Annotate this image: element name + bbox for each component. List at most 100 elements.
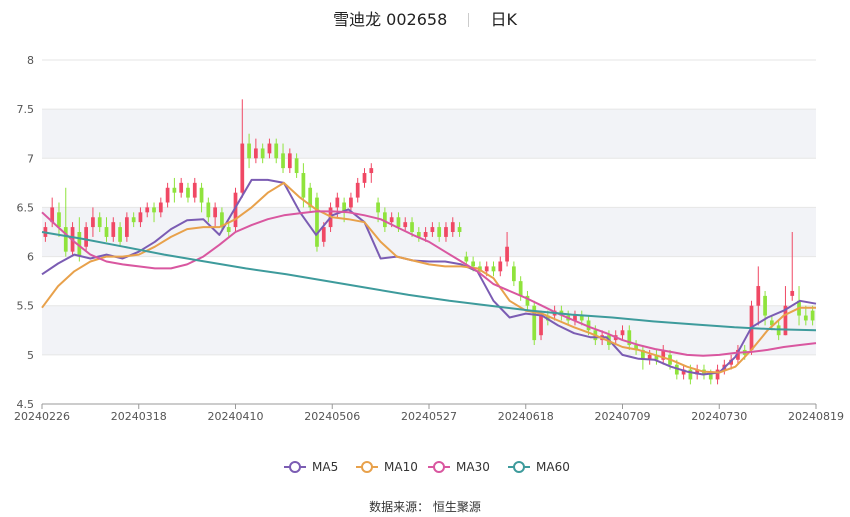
ma10-line bbox=[41, 181, 816, 374]
candle-body bbox=[512, 266, 516, 282]
candle-body bbox=[444, 227, 448, 237]
candle-body bbox=[376, 202, 380, 213]
candle-body bbox=[457, 227, 462, 232]
period-label: 日K bbox=[490, 10, 517, 29]
legend-label: MA10 bbox=[384, 460, 418, 474]
candle-body bbox=[287, 153, 292, 169]
candle-body bbox=[240, 143, 245, 193]
legend-marker bbox=[433, 461, 445, 473]
candle-body bbox=[349, 197, 353, 208]
candle-body bbox=[260, 148, 265, 159]
candle-body bbox=[369, 168, 374, 174]
candle-body bbox=[674, 364, 679, 375]
x-tick-label: 20240318 bbox=[111, 410, 167, 423]
x-tick-label: 20240527 bbox=[401, 410, 457, 423]
candle-body bbox=[131, 217, 136, 223]
candle-body bbox=[63, 227, 68, 252]
legend-marker bbox=[513, 461, 525, 473]
candle-body bbox=[505, 246, 509, 262]
ma30-line bbox=[41, 210, 817, 357]
candle-body bbox=[498, 261, 503, 272]
y-tick-label: 4.5 bbox=[17, 398, 35, 411]
x-tick-label: 20240819 bbox=[788, 410, 844, 423]
candle-body bbox=[226, 227, 231, 232]
legend-label: MA5 bbox=[312, 460, 338, 474]
candle-body bbox=[770, 320, 774, 326]
title-divider bbox=[468, 13, 470, 27]
candle-body bbox=[57, 212, 61, 228]
candle-body bbox=[342, 202, 346, 213]
candle-body bbox=[641, 349, 645, 360]
candle-body bbox=[416, 232, 421, 237]
y-tick-label: 5.5 bbox=[17, 300, 35, 313]
candle-body bbox=[708, 374, 713, 380]
x-tick-label: 20240730 bbox=[691, 410, 747, 423]
candle-body bbox=[471, 261, 475, 267]
candle-body bbox=[50, 207, 55, 223]
candle-body bbox=[756, 286, 761, 306]
candle-body bbox=[410, 222, 414, 232]
candle-body bbox=[267, 143, 272, 154]
candle-body bbox=[783, 305, 788, 336]
candle-body bbox=[484, 266, 489, 272]
chart-title: 雪迪龙 002658 日K bbox=[0, 6, 850, 30]
ma5-line bbox=[41, 178, 817, 376]
y-tick-label: 8 bbox=[27, 54, 34, 67]
x-tick-label: 20240618 bbox=[498, 410, 554, 423]
candle-body bbox=[138, 212, 143, 223]
candle-body bbox=[654, 354, 659, 360]
candle-body bbox=[389, 217, 394, 223]
candle-body bbox=[383, 212, 387, 228]
candle-body bbox=[430, 227, 435, 232]
x-tick-label: 20240506 bbox=[304, 410, 360, 423]
grid-band bbox=[42, 109, 816, 159]
candle-body bbox=[539, 315, 543, 336]
candle-body bbox=[152, 207, 156, 213]
candle-body bbox=[803, 315, 808, 321]
candle-body bbox=[179, 182, 184, 193]
candle-body bbox=[315, 197, 319, 247]
candle-body bbox=[247, 143, 251, 159]
candle-body bbox=[118, 227, 122, 242]
candle-body bbox=[213, 207, 217, 218]
ma60-line bbox=[41, 231, 817, 332]
candle-body bbox=[165, 187, 170, 203]
candle-body bbox=[620, 330, 625, 336]
legend-marker bbox=[289, 461, 301, 473]
candle-body bbox=[573, 315, 577, 321]
candle-body bbox=[172, 187, 177, 193]
candle-body bbox=[220, 212, 224, 228]
candle-body bbox=[186, 187, 190, 198]
candle-body bbox=[301, 173, 306, 198]
candle-body bbox=[647, 354, 652, 360]
candle-body bbox=[715, 369, 720, 380]
candle-body bbox=[736, 349, 740, 360]
candle-body bbox=[627, 330, 632, 346]
candle-body bbox=[206, 202, 211, 218]
x-tick-label: 20240709 bbox=[595, 410, 651, 423]
candle-body bbox=[362, 173, 367, 183]
candle-body bbox=[125, 217, 129, 237]
candle-body bbox=[281, 153, 285, 169]
candle-body bbox=[192, 182, 197, 198]
y-tick-label: 7.5 bbox=[17, 103, 35, 116]
candle-body bbox=[810, 310, 815, 321]
candle-body bbox=[254, 148, 258, 159]
candle-body bbox=[308, 187, 313, 208]
legend-label: MA60 bbox=[536, 460, 570, 474]
candle-body bbox=[396, 217, 401, 228]
candle-body bbox=[355, 182, 360, 198]
y-tick-label: 5 bbox=[27, 349, 34, 362]
candle-body bbox=[233, 192, 238, 228]
candle-body bbox=[294, 158, 299, 174]
candle-body bbox=[274, 143, 279, 159]
candle-body bbox=[688, 369, 693, 380]
legend-marker bbox=[361, 461, 373, 473]
candle-body bbox=[525, 295, 530, 306]
candle-body bbox=[695, 369, 700, 375]
x-tick-label: 20240410 bbox=[208, 410, 264, 423]
y-tick-label: 6.5 bbox=[17, 201, 35, 214]
source-provider: 恒生聚源 bbox=[432, 500, 481, 514]
candle-body bbox=[335, 197, 340, 208]
candle-body bbox=[97, 217, 102, 228]
